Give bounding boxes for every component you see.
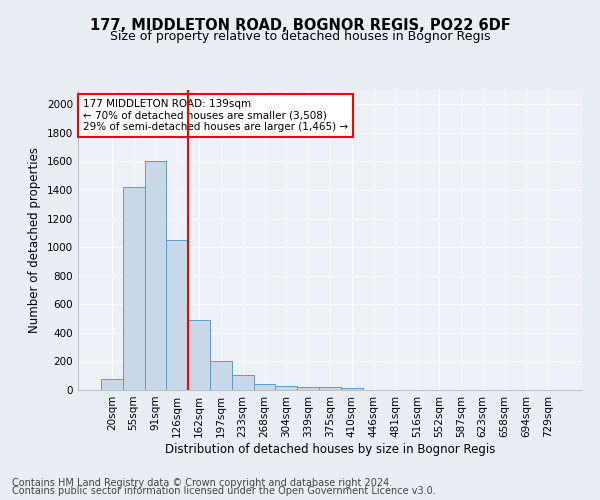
Text: Contains public sector information licensed under the Open Government Licence v3: Contains public sector information licen…	[12, 486, 436, 496]
Bar	[341, 388, 363, 390]
Bar	[210, 360, 232, 390]
Text: 177, MIDDLETON ROAD, BOGNOR REGIS, PO22 6DF: 177, MIDDLETON ROAD, BOGNOR REGIS, PO22 …	[89, 18, 511, 32]
Bar	[101, 378, 123, 390]
Bar	[188, 320, 210, 390]
Bar	[319, 388, 341, 390]
Bar	[232, 375, 254, 390]
X-axis label: Distribution of detached houses by size in Bognor Regis: Distribution of detached houses by size …	[165, 442, 495, 456]
Bar	[275, 386, 297, 390]
Bar	[297, 387, 319, 390]
Bar	[145, 162, 166, 390]
Bar	[123, 187, 145, 390]
Bar	[166, 240, 188, 390]
Text: Contains HM Land Registry data © Crown copyright and database right 2024.: Contains HM Land Registry data © Crown c…	[12, 478, 392, 488]
Y-axis label: Number of detached properties: Number of detached properties	[28, 147, 41, 333]
Text: Size of property relative to detached houses in Bognor Regis: Size of property relative to detached ho…	[110, 30, 490, 43]
Bar	[254, 384, 275, 390]
Text: 177 MIDDLETON ROAD: 139sqm
← 70% of detached houses are smaller (3,508)
29% of s: 177 MIDDLETON ROAD: 139sqm ← 70% of deta…	[83, 99, 348, 132]
